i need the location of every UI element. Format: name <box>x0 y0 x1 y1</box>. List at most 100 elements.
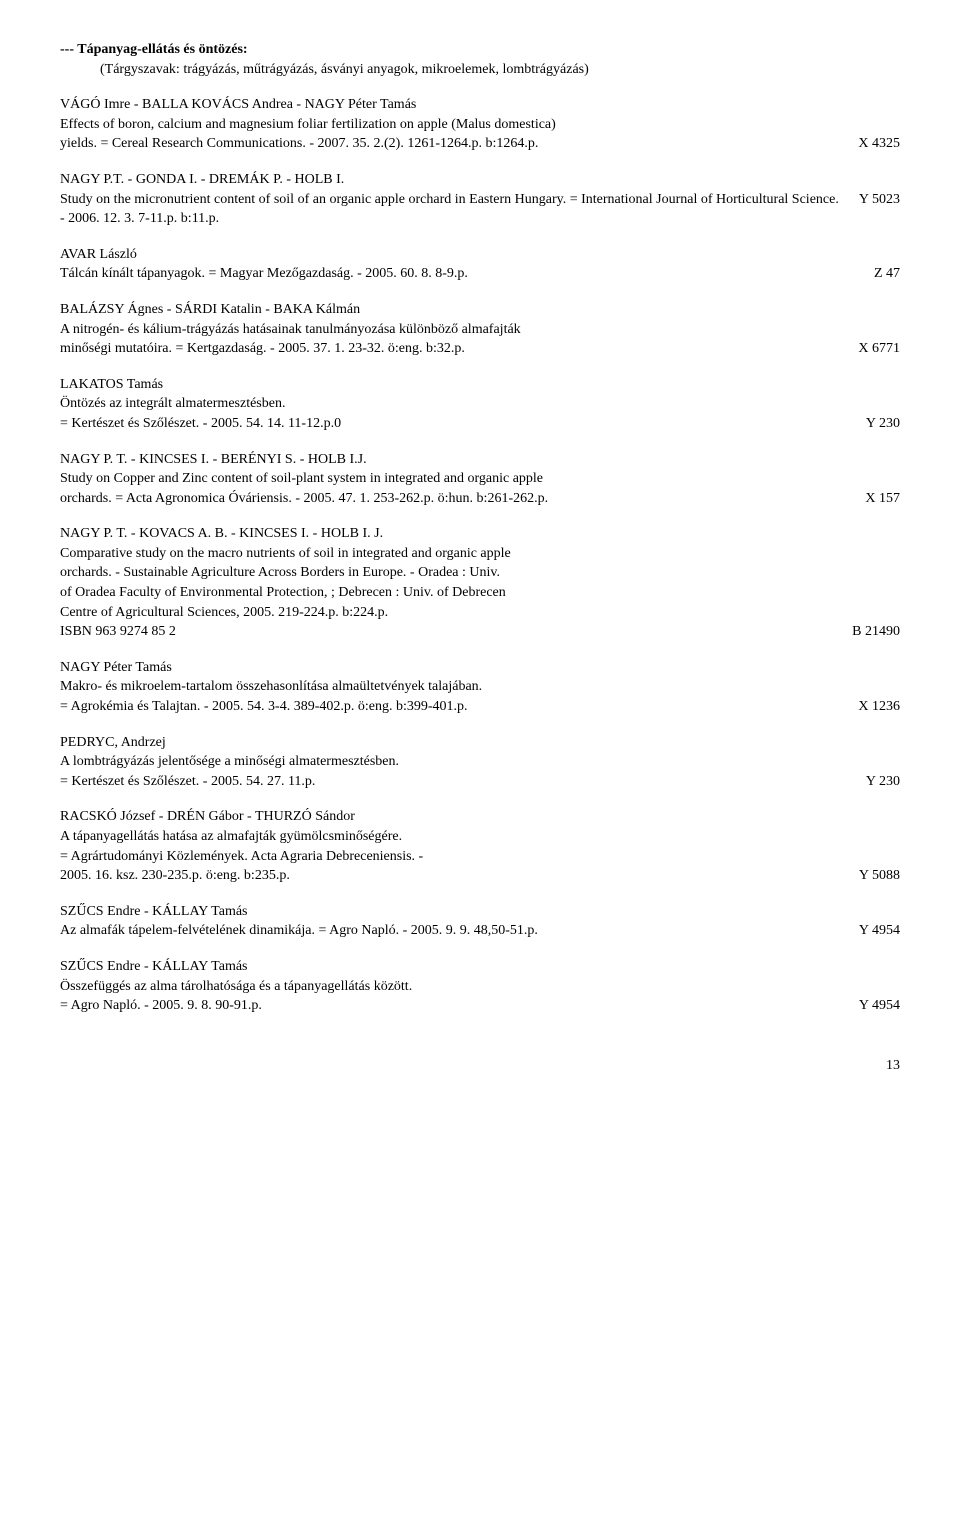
bibliography-entry: BALÁZSY Ágnes - SÁRDI Katalin - BAKA Kál… <box>60 300 900 359</box>
section-keywords: (Tárgyszavak: trágyázás, műtrágyázás, ás… <box>60 60 900 80</box>
entry-line: Öntözés az integrált almatermesztésben. <box>60 394 900 414</box>
entry-text: Effects of boron, calcium and magnesium … <box>60 115 900 135</box>
entry-text: orchards. = Acta Agronomica Óváriensis. … <box>60 489 845 509</box>
entry-reference-code: Y 5088 <box>839 866 900 886</box>
entry-line: NAGY Péter Tamás <box>60 658 900 678</box>
entry-line: yields. = Cereal Research Communications… <box>60 134 900 154</box>
entry-text: AVAR László <box>60 245 900 265</box>
entry-text: SZŰCS Endre - KÁLLAY Tamás <box>60 902 900 922</box>
entry-line: = Agrokémia és Talajtan. - 2005. 54. 3-4… <box>60 697 900 717</box>
bibliography-entry: NAGY P. T. - KINCSES I. - BERÉNYI S. - H… <box>60 450 900 509</box>
bibliography-entry: NAGY P.T. - GONDA I. - DREMÁK P. - HOLB … <box>60 170 900 229</box>
entry-line: AVAR László <box>60 245 900 265</box>
entry-line: BALÁZSY Ágnes - SÁRDI Katalin - BAKA Kál… <box>60 300 900 320</box>
entry-text: A nitrogén- és kálium-trágyázás hatásain… <box>60 320 900 340</box>
bibliography-entry: LAKATOS TamásÖntözés az integrált almate… <box>60 375 900 434</box>
entry-text: A tápanyagellátás hatása az almafajták g… <box>60 827 900 847</box>
entry-text: of Oradea Faculty of Environmental Prote… <box>60 583 900 603</box>
entry-text: Az almafák tápelem-felvételének dinamiká… <box>60 921 839 941</box>
entry-line: NAGY P. T. - KINCSES I. - BERÉNYI S. - H… <box>60 450 900 470</box>
entry-line: ISBN 963 9274 85 2B 21490 <box>60 622 900 642</box>
entry-line: A lombtrágyázás jelentősége a minőségi a… <box>60 752 900 772</box>
bibliography-entry: VÁGÓ Imre - BALLA KOVÁCS Andrea - NAGY P… <box>60 95 900 154</box>
entry-text: Centre of Agricultural Sciences, 2005. 2… <box>60 603 900 623</box>
entry-reference-code: X 4325 <box>838 134 900 154</box>
entry-text: Comparative study on the macro nutrients… <box>60 544 900 564</box>
entry-line: orchards. - Sustainable Agriculture Acro… <box>60 563 900 583</box>
bibliography-entry: NAGY P. T. - KOVACS A. B. - KINCSES I. -… <box>60 524 900 642</box>
entry-line: = Agro Napló. - 2005. 9. 8. 90-91.p.Y 49… <box>60 996 900 1016</box>
entry-line: Centre of Agricultural Sciences, 2005. 2… <box>60 603 900 623</box>
entry-text: Study on Copper and Zinc content of soil… <box>60 469 900 489</box>
entry-line: = Kertészet és Szőlészet. - 2005. 54. 14… <box>60 414 900 434</box>
entry-text: Study on the micronutrient content of so… <box>60 190 839 229</box>
entry-line: Comparative study on the macro nutrients… <box>60 544 900 564</box>
entry-line: of Oradea Faculty of Environmental Prote… <box>60 583 900 603</box>
entry-line: A tápanyagellátás hatása az almafajták g… <box>60 827 900 847</box>
entry-reference-code: X 1236 <box>838 697 900 717</box>
entry-reference-code: Y 5023 <box>839 190 900 210</box>
section-header: --- Tápanyag-ellátás és öntözés: (Tárgys… <box>60 40 900 79</box>
entry-line: SZŰCS Endre - KÁLLAY Tamás <box>60 902 900 922</box>
bibliography-entry: AVAR LászlóTálcán kínált tápanyagok. = M… <box>60 245 900 284</box>
entry-text: ISBN 963 9274 85 2 <box>60 622 832 642</box>
entry-line: = Kertészet és Szőlészet. - 2005. 54. 27… <box>60 772 900 792</box>
entry-text: = Agrokémia és Talajtan. - 2005. 54. 3-4… <box>60 697 838 717</box>
entry-line: Study on Copper and Zinc content of soil… <box>60 469 900 489</box>
entry-text: VÁGÓ Imre - BALLA KOVÁCS Andrea - NAGY P… <box>60 95 900 115</box>
bibliography-entry: SZŰCS Endre - KÁLLAY TamásÖsszefüggés az… <box>60 957 900 1016</box>
bibliography-entry: PEDRYC, AndrzejA lombtrágyázás jelentősé… <box>60 733 900 792</box>
entry-line: minőségi mutatóira. = Kertgazdaság. - 20… <box>60 339 900 359</box>
entry-text: 2005. 16. ksz. 230-235.p. ö:eng. b:235.p… <box>60 866 839 886</box>
entry-reference-code: Y 230 <box>846 414 900 434</box>
bibliography-entries: VÁGÓ Imre - BALLA KOVÁCS Andrea - NAGY P… <box>60 95 900 1016</box>
bibliography-entry: RACSKÓ József - DRÉN Gábor - THURZÓ Sánd… <box>60 807 900 885</box>
entry-line: Effects of boron, calcium and magnesium … <box>60 115 900 135</box>
entry-line: Összefüggés az alma tárolhatósága és a t… <box>60 977 900 997</box>
entry-line: Study on the micronutrient content of so… <box>60 190 900 229</box>
entry-text: = Kertészet és Szőlészet. - 2005. 54. 27… <box>60 772 846 792</box>
entry-line: LAKATOS Tamás <box>60 375 900 395</box>
entry-text: = Kertészet és Szőlészet. - 2005. 54. 14… <box>60 414 846 434</box>
entry-text: LAKATOS Tamás <box>60 375 900 395</box>
entry-line: Tálcán kínált tápanyagok. = Magyar Mezőg… <box>60 264 900 284</box>
entry-line: Az almafák tápelem-felvételének dinamiká… <box>60 921 900 941</box>
entry-text: Összefüggés az alma tárolhatósága és a t… <box>60 977 900 997</box>
section-title: --- Tápanyag-ellátás és öntözés: <box>60 40 900 60</box>
entry-text: Öntözés az integrált almatermesztésben. <box>60 394 900 414</box>
entry-reference-code: Y 4954 <box>839 921 900 941</box>
bibliography-entry: SZŰCS Endre - KÁLLAY TamásAz almafák táp… <box>60 902 900 941</box>
entry-reference-code: X 157 <box>845 489 900 509</box>
entry-reference-code: Z 47 <box>854 264 900 284</box>
entry-text: = Agro Napló. - 2005. 9. 8. 90-91.p. <box>60 996 839 1016</box>
entry-line: SZŰCS Endre - KÁLLAY Tamás <box>60 957 900 977</box>
entry-text: = Agrártudományi Közlemények. Acta Agrar… <box>60 847 900 867</box>
entry-text: NAGY P. T. - KINCSES I. - BERÉNYI S. - H… <box>60 450 900 470</box>
entry-line: PEDRYC, Andrzej <box>60 733 900 753</box>
entry-line: orchards. = Acta Agronomica Óváriensis. … <box>60 489 900 509</box>
entry-text: orchards. - Sustainable Agriculture Acro… <box>60 563 900 583</box>
entry-text: Makro- és mikroelem-tartalom összehasonl… <box>60 677 900 697</box>
entry-text: BALÁZSY Ágnes - SÁRDI Katalin - BAKA Kál… <box>60 300 900 320</box>
entry-reference-code: Y 230 <box>846 772 900 792</box>
bibliography-entry: NAGY Péter TamásMakro- és mikroelem-tart… <box>60 658 900 717</box>
entry-line: VÁGÓ Imre - BALLA KOVÁCS Andrea - NAGY P… <box>60 95 900 115</box>
entry-text: NAGY Péter Tamás <box>60 658 900 678</box>
entry-reference-code: X 6771 <box>838 339 900 359</box>
entry-text: yields. = Cereal Research Communications… <box>60 134 838 154</box>
entry-reference-code: Y 4954 <box>839 996 900 1016</box>
entry-text: NAGY P.T. - GONDA I. - DREMÁK P. - HOLB … <box>60 170 900 190</box>
entry-line: 2005. 16. ksz. 230-235.p. ö:eng. b:235.p… <box>60 866 900 886</box>
entry-line: Makro- és mikroelem-tartalom összehasonl… <box>60 677 900 697</box>
entry-text: A lombtrágyázás jelentősége a minőségi a… <box>60 752 900 772</box>
entry-reference-code: B 21490 <box>832 622 900 642</box>
entry-text: NAGY P. T. - KOVACS A. B. - KINCSES I. -… <box>60 524 900 544</box>
entry-text: RACSKÓ József - DRÉN Gábor - THURZÓ Sánd… <box>60 807 900 827</box>
entry-text: PEDRYC, Andrzej <box>60 733 900 753</box>
entry-line: = Agrártudományi Közlemények. Acta Agrar… <box>60 847 900 867</box>
entry-text: SZŰCS Endre - KÁLLAY Tamás <box>60 957 900 977</box>
entry-line: NAGY P. T. - KOVACS A. B. - KINCSES I. -… <box>60 524 900 544</box>
entry-line: RACSKÓ József - DRÉN Gábor - THURZÓ Sánd… <box>60 807 900 827</box>
entry-line: NAGY P.T. - GONDA I. - DREMÁK P. - HOLB … <box>60 170 900 190</box>
entry-text: Tálcán kínált tápanyagok. = Magyar Mezőg… <box>60 264 854 284</box>
